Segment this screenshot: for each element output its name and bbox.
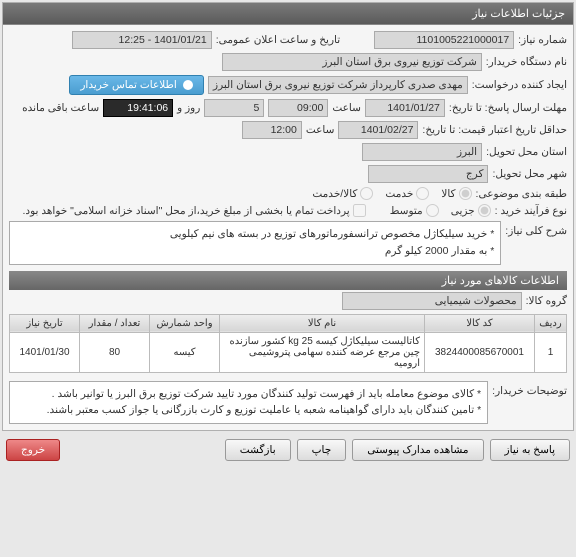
desc-line2: * به مقدار 2000 کیلو گرم (16, 243, 494, 260)
cell-date: 1401/01/30 (10, 332, 80, 372)
category-radio-group: کالا خدمت کالا/خدمت (312, 187, 471, 200)
radio-mixed[interactable]: کالا/خدمت (312, 187, 373, 200)
items-header: اطلاعات کالاهای مورد نیاز (9, 271, 567, 290)
city-label: شهر محل تحویل: (492, 168, 567, 180)
row-buyer: نام دستگاه خریدار: شرکت توزیع نیروی برق … (9, 51, 567, 73)
validity-time: 12:00 (242, 121, 302, 139)
col-unit: واحد شمارش (150, 314, 220, 332)
city-value: کرج (368, 165, 488, 183)
radio-service-label: خدمت (385, 188, 413, 200)
radio-goods-input (459, 187, 472, 200)
time-label-2: ساعت (306, 124, 335, 136)
desc-label: شرح کلی نیاز: (505, 221, 567, 237)
validity-date: 1401/02/27 (338, 121, 418, 139)
row-category: طبقه بندی موضوعی: کالا خدمت کالا/خدمت (9, 185, 567, 202)
need-no-label: شماره نیاز: (518, 34, 567, 46)
note-line2: * تامین کنندگان باید دارای گواهینامه شعب… (16, 402, 481, 419)
radio-mid-input (426, 204, 439, 217)
row-need-no: شماره نیاز: 1101005221000017 تاریخ و ساع… (9, 29, 567, 51)
items-header-row: ردیف کد کالا نام کالا واحد شمارش تعداد /… (10, 314, 567, 332)
need-no-value: 1101005221000017 (374, 31, 514, 49)
reply-button[interactable]: پاسخ به نیاز (490, 439, 570, 461)
cell-code: 3824400085670001 (425, 332, 535, 372)
deadline-date: 1401/01/27 (365, 99, 445, 117)
deadline-time: 09:00 (268, 99, 328, 117)
row-desc: شرح کلی نیاز: * خرید سیلیکاژل مخصوص تران… (9, 219, 567, 267)
buyer-label: نام دستگاه خریدار: (486, 56, 567, 68)
buyer-value: شرکت توزیع نیروی برق استان البرز (222, 53, 482, 71)
radio-low-input (478, 204, 491, 217)
radio-mixed-input (360, 187, 373, 200)
proc-note-label: پرداخت تمام یا بخشی از مبلغ خرید،از محل … (23, 205, 350, 217)
cell-qty: 80 (80, 332, 150, 372)
main-panel: جزئیات اطلاعات نیاز شماره نیاز: 11010052… (2, 2, 574, 431)
process-label: نوع فرآیند خرید : (495, 205, 567, 217)
row-buyer-notes: توضیحات خریدار: * کالای موضوع معامله بای… (9, 379, 567, 427)
contact-btn-label: اطلاعات تماس خریدار (80, 79, 176, 91)
days-label: روز و (177, 102, 200, 114)
row-deadline: مهلت ارسال پاسخ: تا تاریخ: 1401/01/27 سا… (9, 97, 567, 119)
creator-label: ایجاد کننده درخواست: (472, 79, 567, 91)
col-code: کد کالا (425, 314, 535, 332)
panel-title: جزئیات اطلاعات نیاز (3, 3, 573, 25)
radio-goods-label: کالا (441, 188, 455, 200)
announce-value: 1401/01/21 - 12:25 (72, 31, 212, 49)
table-row[interactable]: 1 3824400085670001 کاتالیست سیلیکاژل کیس… (10, 332, 567, 372)
desc-line1: * خرید سیلیکاژل مخصوص ترانسفورماتورهای ت… (16, 226, 494, 243)
group-value: محصولات شیمیایی (342, 292, 522, 310)
group-label: گروه کالا: (526, 295, 567, 307)
remain-time: 19:41:06 (103, 99, 173, 117)
remain-label: ساعت باقی مانده (22, 102, 99, 114)
docs-button[interactable]: مشاهده مدارک پیوستی (352, 439, 483, 461)
info-icon (183, 80, 193, 90)
contact-buyer-button[interactable]: اطلاعات تماس خریدار (69, 75, 203, 95)
creator-value: مهدی صدری کارپرداز شرکت توزیع نیروی برق … (208, 76, 468, 94)
col-row: ردیف (535, 314, 567, 332)
radio-low-label: جزیی (451, 205, 475, 217)
row-process: نوع فرآیند خرید : جزیی متوسط پرداخت تمام… (9, 202, 567, 219)
radio-mixed-label: کالا/خدمت (312, 188, 357, 200)
process-radio-group: جزیی متوسط (390, 204, 491, 217)
proc-note-check[interactable]: پرداخت تمام یا بخشی از مبلغ خرید،از محل … (23, 204, 366, 217)
row-group: گروه کالا: محصولات شیمیایی (9, 290, 567, 312)
col-date: تاریخ نیاز (10, 314, 80, 332)
back-button[interactable]: بازگشت (225, 439, 291, 461)
row-province: استان محل تحویل: البرز (9, 141, 567, 163)
radio-service-input (416, 187, 429, 200)
radio-mid[interactable]: متوسط (390, 204, 439, 217)
row-city: شهر محل تحویل: کرج (9, 163, 567, 185)
col-name: نام کالا (220, 314, 425, 332)
buyer-notes-label: توضیحات خریدار: (492, 381, 567, 397)
radio-low[interactable]: جزیی (451, 204, 491, 217)
announce-label: تاریخ و ساعت اعلان عمومی: (216, 34, 340, 46)
days-value: 5 (204, 99, 264, 117)
deadline-label: مهلت ارسال پاسخ: تا تاریخ: (449, 102, 567, 114)
cell-unit: کیسه (150, 332, 220, 372)
items-table: ردیف کد کالا نام کالا واحد شمارش تعداد /… (9, 314, 567, 373)
province-value: البرز (362, 143, 482, 161)
row-validity: حداقل تاریخ اعتبار قیمت: تا تاریخ: 1401/… (9, 119, 567, 141)
col-qty: تعداد / مقدار (80, 314, 150, 332)
proc-note-checkbox (353, 204, 366, 217)
exit-button[interactable]: خروج (6, 439, 60, 461)
buyer-notes-box: * کالای موضوع معامله باید از فهرست تولید… (9, 381, 488, 425)
category-label: طبقه بندی موضوعی: (476, 188, 567, 200)
note-line1: * کالای موضوع معامله باید از فهرست تولید… (16, 386, 481, 403)
print-button[interactable]: چاپ (297, 439, 347, 461)
province-label: استان محل تحویل: (486, 146, 567, 158)
cell-idx: 1 (535, 332, 567, 372)
validity-label: حداقل تاریخ اعتبار قیمت: تا تاریخ: (422, 124, 567, 136)
desc-box: * خرید سیلیکاژل مخصوص ترانسفورماتورهای ت… (9, 221, 501, 265)
panel-body: شماره نیاز: 1101005221000017 تاریخ و ساع… (3, 25, 573, 430)
radio-mid-label: متوسط (390, 205, 423, 217)
footer-toolbar: پاسخ به نیاز مشاهده مدارک پیوستی چاپ باز… (0, 433, 576, 467)
time-label-1: ساعت (332, 102, 361, 114)
cell-name: کاتالیست سیلیکاژل کیسه 25 kg کشور سازنده… (220, 332, 425, 372)
radio-goods[interactable]: کالا (441, 187, 471, 200)
row-creator: ایجاد کننده درخواست: مهدی صدری کارپرداز … (9, 73, 567, 97)
radio-service[interactable]: خدمت (385, 187, 429, 200)
